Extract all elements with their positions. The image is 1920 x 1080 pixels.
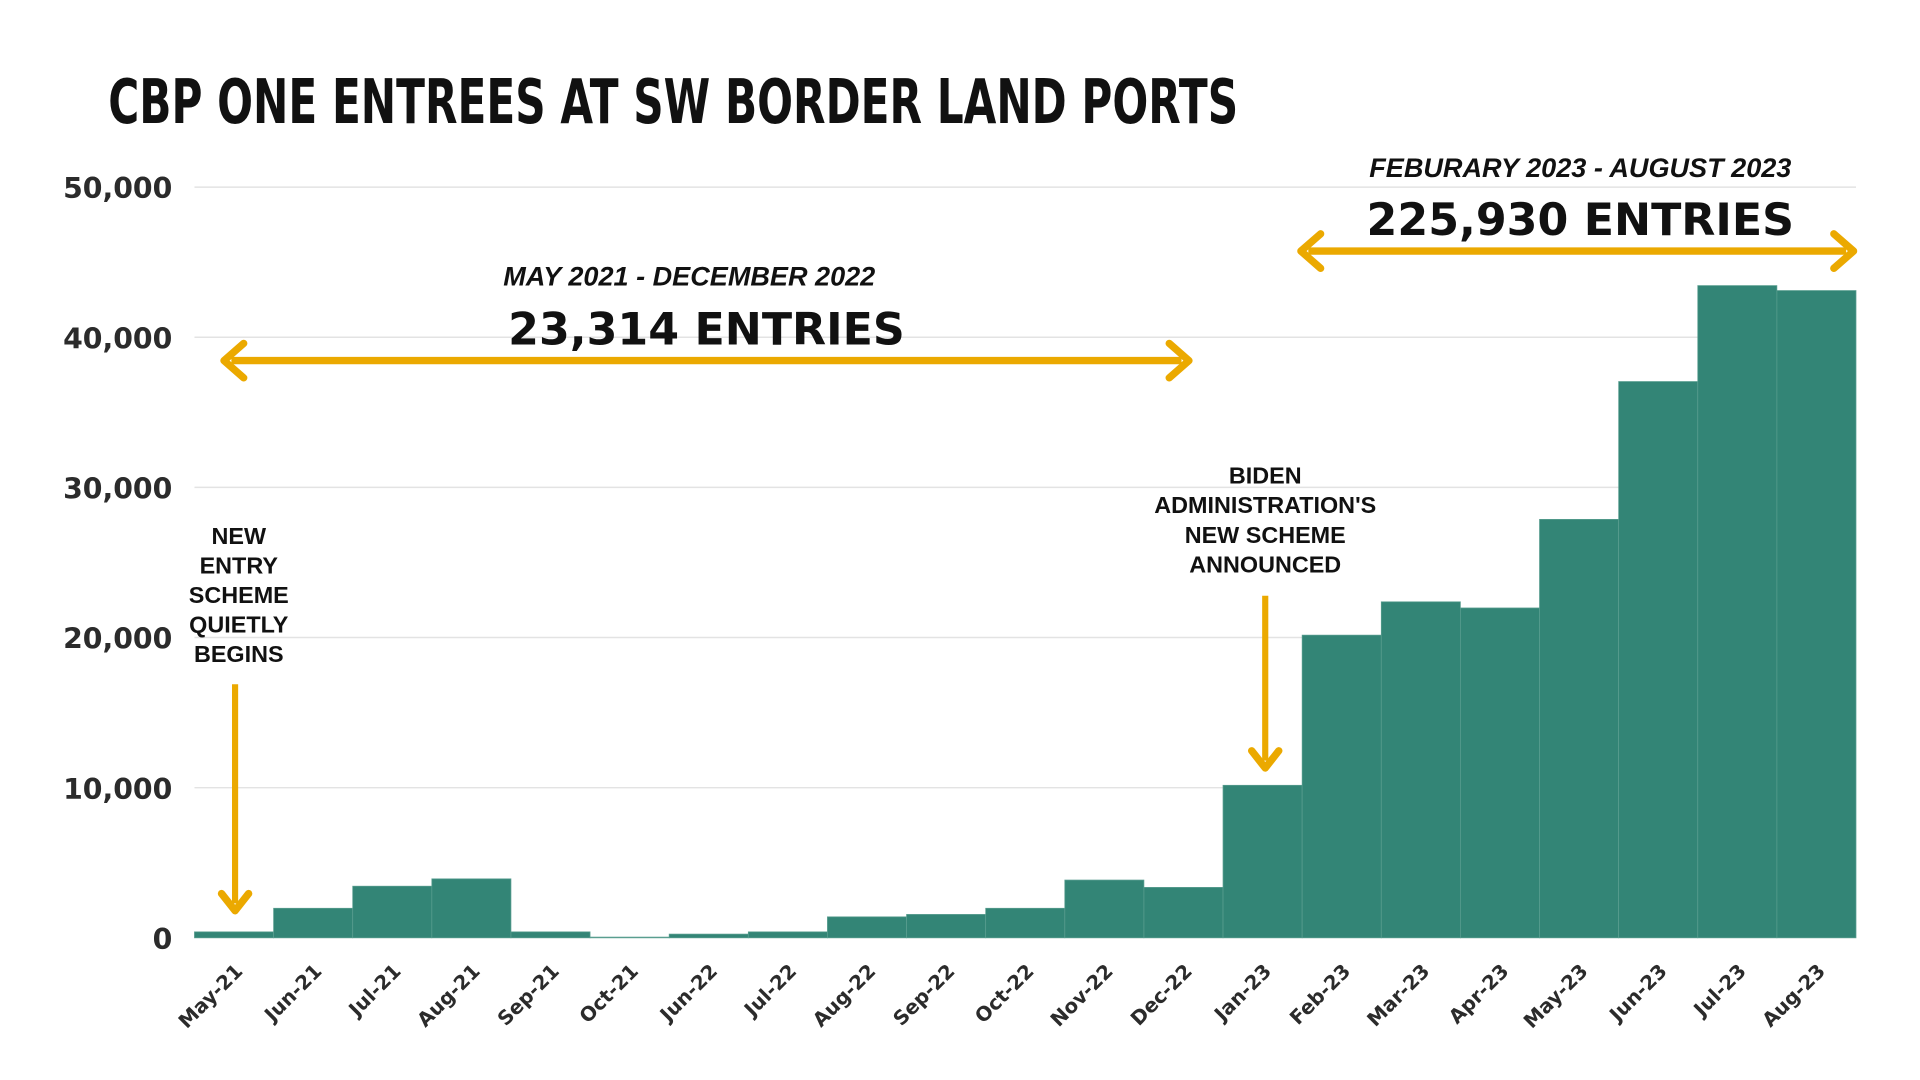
arrow-head-down <box>217 889 253 915</box>
bar-jan-23 <box>1222 784 1303 939</box>
x-tick-label: Jun-22 <box>654 960 722 1028</box>
range1-arrow-icon <box>220 339 1193 382</box>
note-line: SCHEME <box>189 582 289 608</box>
y-tick-label: 40,000 <box>63 322 172 355</box>
x-tick-label: Jun-21 <box>259 960 327 1028</box>
bar-oct-21 <box>589 936 670 939</box>
note-scheme-announced: BIDEN ADMINISTRATION'S NEW SCHEME ANNOUNCED <box>1154 463 1376 578</box>
x-tick-label: Oct-22 <box>970 960 1038 1028</box>
x-tick-label: Oct-21 <box>575 960 643 1028</box>
y-tick-label: 50,000 <box>63 172 172 205</box>
chart-title: CBP ONE ENTREES AT SW BORDER LAND PORTS <box>108 66 1238 138</box>
arrow-head-right <box>1165 339 1193 382</box>
y-axis: 0 10,000 20,000 30,000 40,000 50,000 <box>63 172 172 956</box>
bar-oct-22 <box>985 907 1066 939</box>
x-tick-label: Apr-23 <box>1444 960 1513 1029</box>
x-tick-label: Aug-22 <box>808 960 880 1032</box>
note-line: BIDEN <box>1229 463 1302 489</box>
bar-aug-22 <box>827 916 907 939</box>
arrow-head-right <box>1830 230 1858 272</box>
bar-may-23 <box>1539 518 1620 939</box>
x-tick-label: Mar-23 <box>1363 960 1435 1032</box>
bar-feb-23 <box>1301 634 1382 939</box>
bar-jul-22 <box>747 931 828 939</box>
arrow-head-left <box>1297 230 1325 272</box>
x-tick-label: Jul-22 <box>739 960 802 1023</box>
down-arrow-icon <box>1248 595 1283 772</box>
bar-nov-22 <box>1064 879 1145 939</box>
bars <box>194 285 1857 939</box>
bar-aug-21 <box>431 878 512 939</box>
x-axis: May-21 Jun-21 Jul-21 Aug-21 Sep-21 Oct-21 Jun-… <box>174 960 1830 1033</box>
bar-mar-23 <box>1380 601 1461 939</box>
x-tick-label: May-23 <box>1519 960 1592 1033</box>
y-tick-label: 20,000 <box>63 623 172 656</box>
x-tick-label: Feb-23 <box>1285 960 1355 1030</box>
x-tick-label: Jul-21 <box>343 960 406 1023</box>
note-scheme-begins: NEW ENTRY SCHEME QUIETLY BEGINS <box>189 523 289 667</box>
arrow-head-left <box>220 339 248 382</box>
note-line: NEW SCHEME <box>1185 522 1346 548</box>
note-line: ENTRY <box>200 553 279 579</box>
bar-may-21 <box>194 931 274 939</box>
bar-jun-23 <box>1618 381 1699 939</box>
y-tick-label: 10,000 <box>63 773 172 806</box>
y-tick-label: 30,000 <box>63 472 172 505</box>
down-arrow-icon <box>217 684 253 915</box>
x-tick-label: Sep-21 <box>493 960 564 1031</box>
bar-sep-21 <box>510 931 591 939</box>
range1-total: 23,314 ENTRIES <box>508 305 905 356</box>
x-tick-label: Aug-23 <box>1758 960 1830 1032</box>
x-tick-label: Jan-23 <box>1209 960 1276 1027</box>
x-tick-label: Sep-22 <box>889 960 960 1031</box>
arrow-head-down <box>1248 747 1283 772</box>
note-line: QUIETLY <box>189 612 289 638</box>
bar-aug-23 <box>1776 290 1857 939</box>
x-tick-label: Jul-23 <box>1688 960 1751 1023</box>
note-line: BEGINS <box>194 641 284 667</box>
bar-jun-22 <box>668 933 749 939</box>
range2-arrow-icon <box>1297 230 1858 272</box>
range2-label: FEBURARY 2023 - AUGUST 2023 <box>1369 152 1791 183</box>
bar-jul-21 <box>352 885 433 939</box>
bar-sep-22 <box>906 914 987 939</box>
x-tick-label: Aug-21 <box>413 960 485 1032</box>
note-line: ANNOUNCED <box>1189 551 1341 577</box>
range1-label: MAY 2021 - DECEMBER 2022 <box>503 261 875 292</box>
x-tick-label: Jun-23 <box>1604 960 1672 1028</box>
x-tick-label: May-21 <box>174 960 247 1033</box>
range2-total: 225,930 ENTRIES <box>1367 195 1794 246</box>
bar-jul-23 <box>1697 285 1778 939</box>
bar-dec-22 <box>1143 887 1224 939</box>
bar-jun-21 <box>273 907 354 939</box>
y-tick-label: 0 <box>153 923 173 956</box>
note-line: NEW <box>211 523 266 549</box>
x-tick-label: Nov-22 <box>1046 960 1118 1032</box>
x-tick-label: Dec-22 <box>1126 960 1197 1031</box>
bar-apr-23 <box>1460 607 1540 939</box>
note-line: ADMINISTRATION'S <box>1154 492 1376 518</box>
